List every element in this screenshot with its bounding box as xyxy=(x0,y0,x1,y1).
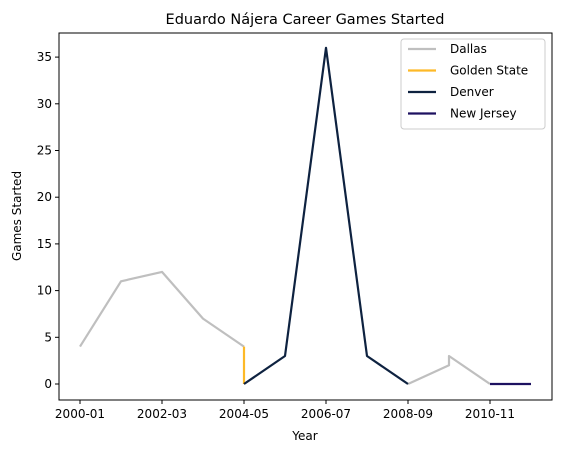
legend-label: Dallas xyxy=(450,42,487,56)
legend-box xyxy=(400,38,546,130)
y-tick-label: 15 xyxy=(37,237,52,251)
x-axis: 2000-01 2002-03 2004-05 2006-07 2008-09 2010-… xyxy=(55,400,515,421)
series-line-denver xyxy=(243,46,409,385)
x-tick-label: 2000-01 xyxy=(55,407,105,421)
legend-label: Golden State xyxy=(450,64,528,78)
x-tick-label: 2008-09 xyxy=(383,407,433,421)
series-line-dallas xyxy=(407,354,491,386)
plot-area xyxy=(58,32,553,401)
x-tick-label: 2006-07 xyxy=(301,407,351,421)
legend: Dallas Golden State Denver New Jersey xyxy=(400,38,546,130)
series-lines xyxy=(79,46,531,386)
y-axis: 0 5 10 15 20 25 30 35 xyxy=(37,50,59,391)
x-axis-label: Year xyxy=(291,429,317,443)
y-tick-label: 30 xyxy=(37,97,52,111)
y-tick-label: 25 xyxy=(37,144,52,158)
series-line-dallas xyxy=(79,270,245,348)
chart-title: Eduardo Nájera Career Games Started xyxy=(166,12,445,28)
x-tick-label: 2010-11 xyxy=(465,407,515,421)
y-tick-label: 20 xyxy=(37,190,52,204)
y-tick-label: 10 xyxy=(37,284,52,298)
legend-label: New Jersey xyxy=(450,107,517,121)
axes-frame xyxy=(58,32,553,401)
y-tick-label: 35 xyxy=(37,50,52,64)
x-tick-label: 2002-03 xyxy=(137,407,187,421)
y-tick-label: 5 xyxy=(44,330,52,344)
y-tick-label: 0 xyxy=(44,377,52,391)
x-tick-label: 2004-05 xyxy=(219,407,269,421)
y-axis-label: Games Started xyxy=(10,171,24,261)
legend-label: Denver xyxy=(450,85,494,99)
